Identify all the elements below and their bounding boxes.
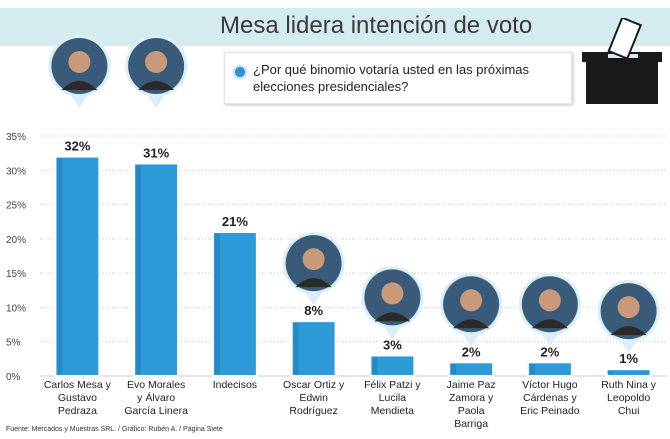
- bar: [133, 162, 180, 377]
- y-tick-label: 20%: [6, 235, 26, 246]
- bar-shade: [214, 234, 220, 374]
- header-band: [0, 8, 670, 46]
- value-label: 1%: [619, 351, 638, 366]
- category-label: Gustavo: [58, 392, 97, 404]
- portrait-shoulders: [610, 326, 647, 336]
- portrait-shoulders: [531, 319, 568, 329]
- question-text: ¿Por qué binomio votaría usted en las pr…: [253, 62, 530, 94]
- category-label: Jaime Paz: [447, 379, 496, 391]
- category-label: García Linera: [124, 405, 188, 417]
- value-label: 32%: [64, 139, 90, 154]
- value-label: 2%: [540, 344, 559, 359]
- bar-shade: [372, 357, 378, 374]
- bar-shade: [57, 158, 63, 374]
- bar-shade: [451, 364, 457, 374]
- category-label: Indecisos: [213, 379, 257, 391]
- y-tick-label: 25%: [6, 201, 26, 212]
- category-label: Víctor Hugo: [522, 379, 578, 391]
- portrait-face: [381, 282, 404, 305]
- portrait-face: [460, 289, 483, 312]
- chart-title: Mesa lidera intención de voto: [220, 12, 533, 39]
- category-label: Zamora y: [449, 392, 494, 404]
- category-label: Lucila: [379, 392, 407, 404]
- portrait-shoulders: [374, 312, 411, 322]
- ballot-box-icon: [582, 18, 662, 104]
- category-label: Cárdenas y: [523, 392, 577, 404]
- category-label: Barriga: [454, 418, 488, 430]
- portrait-face: [68, 51, 91, 73]
- category-label: y Álvaro: [137, 391, 175, 404]
- y-tick-label: 5%: [6, 338, 21, 349]
- category-label: Pedraza: [58, 405, 97, 417]
- y-tick-label: 30%: [6, 166, 26, 177]
- y-tick-label: 0%: [6, 372, 21, 383]
- portrait-shoulders: [295, 278, 332, 288]
- source-note: Fuente: Mercados y Muestras SRL. / Gráfi…: [6, 426, 223, 433]
- value-label: 3%: [383, 337, 402, 352]
- portrait-shoulders: [138, 81, 175, 90]
- value-label: 31%: [143, 145, 169, 160]
- category-label: Leopoldo: [607, 392, 650, 404]
- category-label: Edwin: [299, 392, 328, 404]
- bar-shade: [608, 371, 614, 374]
- portrait-face: [302, 248, 325, 271]
- bar-shade: [529, 364, 535, 374]
- category-label: Ruth Nina y: [601, 379, 657, 391]
- category-label: Oscar Ortiz y: [283, 379, 345, 391]
- bar: [290, 320, 337, 377]
- category-label: Paola: [458, 405, 485, 417]
- bar: [54, 155, 101, 377]
- portrait-face: [538, 289, 561, 312]
- bar: [211, 231, 258, 377]
- bar: [448, 361, 495, 377]
- category-label: Chui: [618, 405, 640, 417]
- portrait-shoulders: [61, 81, 98, 90]
- question-box: ¿Por qué binomio votaría usted en las pr…: [224, 52, 572, 104]
- bar-shade: [136, 165, 142, 374]
- category-label: Carlos Mesa y: [44, 379, 112, 391]
- category-label: Félix Patzi y: [364, 379, 421, 391]
- category-label: Rodríguez: [289, 405, 337, 417]
- bar: [526, 361, 573, 377]
- category-label: Eric Peinado: [520, 405, 580, 417]
- portrait-face: [145, 51, 168, 73]
- y-tick-label: 10%: [6, 303, 26, 314]
- y-tick-label: 15%: [6, 269, 26, 280]
- bar-shade: [293, 323, 299, 374]
- bar: [369, 354, 416, 377]
- category-label: Evo Morales: [127, 379, 185, 391]
- y-tick-label: 35%: [6, 132, 26, 143]
- value-label: 2%: [462, 344, 481, 359]
- value-label: 21%: [222, 214, 248, 229]
- portrait-face: [617, 296, 640, 319]
- value-label: 8%: [304, 303, 323, 318]
- portrait-shoulders: [453, 319, 490, 329]
- category-label: Mendieta: [371, 405, 414, 417]
- bullet-dot-icon: [233, 65, 247, 79]
- bar: [605, 368, 652, 377]
